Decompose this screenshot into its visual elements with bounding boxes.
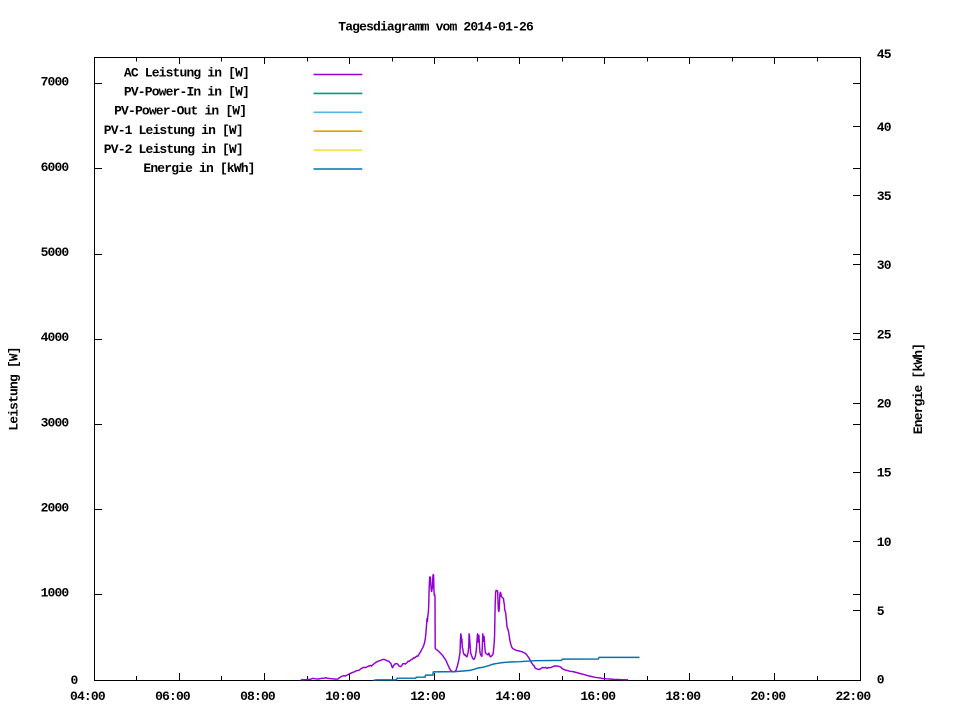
svg-text:10: 10 [877,535,892,550]
svg-text:15: 15 [877,466,892,481]
svg-text:18:00: 18:00 [665,689,701,704]
svg-text:20: 20 [877,396,892,411]
svg-text:PV-1 Leistung in [W]: PV-1 Leistung in [W] [104,123,243,138]
svg-text:06:00: 06:00 [155,689,191,704]
svg-text:5: 5 [877,604,885,619]
svg-text:16:00: 16:00 [580,689,616,704]
svg-text:AC Leistung in [W]: AC Leistung in [W] [124,66,249,81]
svg-text:Tagesdiagramm vom 2014-01-26: Tagesdiagramm vom 2014-01-26 [338,19,534,34]
svg-text:7000: 7000 [41,75,70,90]
svg-text:08:00: 08:00 [240,689,276,704]
svg-text:PV-Power-Out in [W]: PV-Power-Out in [W] [114,104,246,119]
svg-text:22:00: 22:00 [836,689,872,704]
svg-text:35: 35 [877,189,892,204]
svg-text:6000: 6000 [41,160,70,175]
svg-text:1000: 1000 [41,586,70,601]
svg-text:40: 40 [877,120,892,135]
svg-text:10:00: 10:00 [325,689,361,704]
svg-text:4000: 4000 [41,330,70,345]
svg-text:12:00: 12:00 [410,689,446,704]
svg-text:2000: 2000 [41,500,70,515]
svg-text:0: 0 [71,673,79,688]
svg-text:Energie [kWh]: Energie [kWh] [911,344,926,434]
svg-text:04:00: 04:00 [70,689,106,704]
svg-text:14:00: 14:00 [495,689,531,704]
svg-text:3000: 3000 [41,415,70,430]
svg-text:PV-Power-In in [W]: PV-Power-In in [W] [124,85,249,100]
svg-text:30: 30 [877,258,892,273]
svg-text:20:00: 20:00 [751,689,787,704]
svg-text:25: 25 [877,327,892,342]
svg-text:Energie in [kWh]: Energie in [kWh] [143,161,254,176]
svg-text:Leistung [W]: Leistung [W] [7,347,22,430]
svg-text:0: 0 [877,673,885,688]
svg-text:5000: 5000 [41,245,70,260]
svg-text:45: 45 [877,47,892,62]
svg-text:PV-2 Leistung in [W]: PV-2 Leistung in [W] [104,142,243,157]
